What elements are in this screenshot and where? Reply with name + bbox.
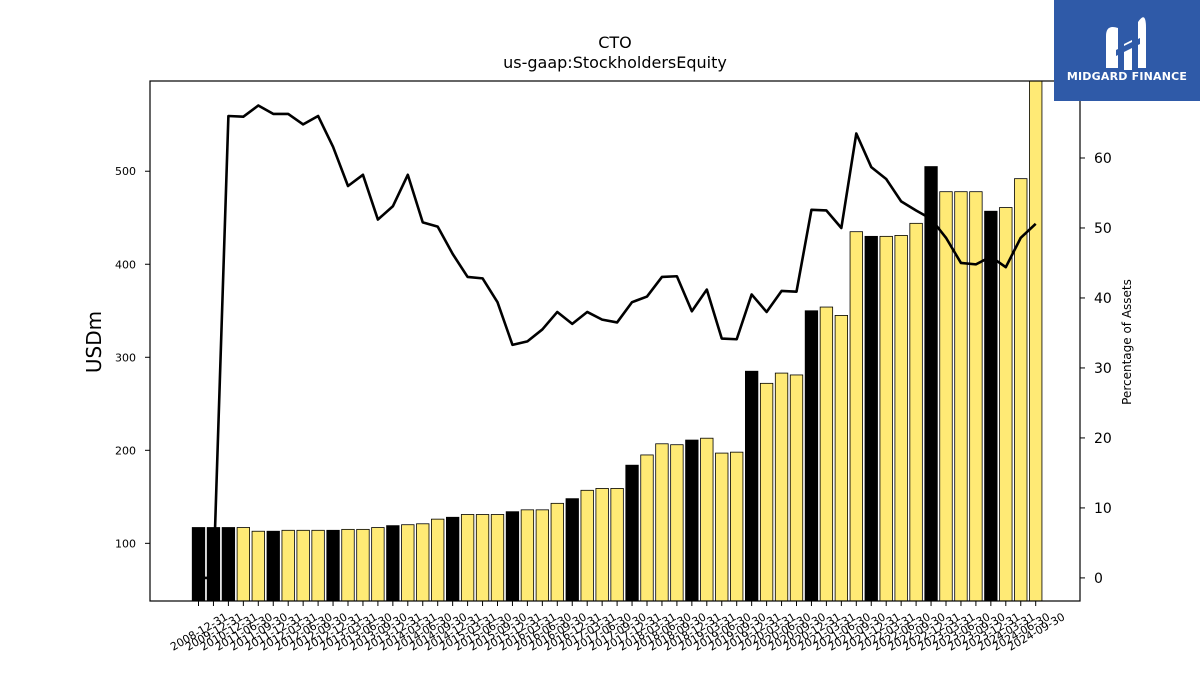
bar-2017-09-30 <box>610 488 624 602</box>
bar-2022-03-31 <box>879 235 893 602</box>
bar-2016-12-31 <box>565 498 579 602</box>
line-percentage-of-assets <box>198 104 1037 580</box>
bar-2019-12-31 <box>745 370 759 602</box>
bar-2012-06-30 <box>296 529 310 602</box>
bar-2011-06-30 <box>236 527 251 602</box>
bar-2008-12-31 <box>191 527 206 602</box>
bar-2021-12-31 <box>864 235 878 602</box>
bar-2024-09-30 <box>1029 80 1043 602</box>
bar-2020-12-31 <box>804 310 819 602</box>
bar-2023-12-31 <box>984 210 998 602</box>
bar-2024-06-30 <box>1014 178 1028 602</box>
line-group <box>198 104 1037 580</box>
bar-2018-09-30 <box>670 444 684 602</box>
y2-axis: 0 10 20 30 40 50 60 <box>1080 151 1112 587</box>
bar-2010-12-31 <box>221 527 236 602</box>
bar-2017-03-31 <box>580 489 594 602</box>
bar-2014-06-30 <box>416 523 430 602</box>
x-axis: 2008-12-312009-12-312010-12-312011-06-30… <box>168 601 1067 654</box>
y-tick-label: 200 <box>115 444 136 457</box>
y2-tick-label: 20 <box>1094 431 1112 447</box>
bar-2013-12-31 <box>386 525 400 602</box>
bar-2012-03-31 <box>281 529 295 602</box>
bar-2022-12-31 <box>924 166 938 602</box>
bar-2021-06-30 <box>834 315 848 602</box>
bar-2019-03-31 <box>700 437 714 602</box>
bar-2019-06-30 <box>715 452 729 602</box>
bar-2015-06-30 <box>475 514 490 602</box>
chart-subtitle: us-gaap:StockholdersEquity <box>503 53 727 72</box>
logo-text: MIDGARD FINANCE <box>1066 70 1188 83</box>
y2-tick-label: 50 <box>1094 221 1112 237</box>
bar-2014-09-30 <box>431 518 445 602</box>
plot-frame <box>149 80 1081 602</box>
bar-2015-12-31 <box>505 511 520 602</box>
bar-2022-06-30 <box>894 235 908 602</box>
midgard-logo-icon <box>1106 17 1146 70</box>
bar-2021-03-31 <box>819 306 834 602</box>
bar-2019-09-30 <box>730 451 744 602</box>
y2-tick-label: 10 <box>1094 501 1112 517</box>
bar-2018-06-30 <box>655 443 669 602</box>
y-tick-label: 400 <box>115 258 136 271</box>
bar-2011-09-30 <box>251 530 265 602</box>
y-tick-label: 300 <box>115 351 136 364</box>
bar-2014-03-31 <box>401 524 415 602</box>
midgard-logo: MIDGARD FINANCE <box>1054 0 1200 101</box>
y2-axis-label: Percentage of Assets <box>1120 279 1134 405</box>
bar-2020-09-30 <box>789 374 804 602</box>
bar-2023-09-30 <box>969 191 983 602</box>
bar-2017-12-31 <box>625 464 639 602</box>
bar-2012-09-30 <box>311 529 325 602</box>
bar-2013-06-30 <box>356 528 370 602</box>
bar-2021-09-30 <box>849 231 863 602</box>
bar-2018-12-31 <box>685 439 699 602</box>
y2-tick-label: 60 <box>1094 151 1112 167</box>
y-axis: 100 200 300 400 500 <box>115 165 150 550</box>
bar-2016-09-30 <box>550 502 564 602</box>
bar-2015-03-31 <box>460 514 475 602</box>
y-tick-label: 100 <box>115 537 136 550</box>
bar-2013-03-31 <box>341 528 355 602</box>
y-axis-label: USDm <box>82 311 106 373</box>
bar-2012-12-31 <box>326 529 340 602</box>
bar-group <box>191 80 1043 602</box>
bar-2020-03-31 <box>759 382 774 602</box>
bar-2014-12-31 <box>445 516 460 602</box>
bar-2015-09-30 <box>490 514 505 602</box>
y2-tick-label: 30 <box>1094 361 1112 377</box>
y2-tick-label: 40 <box>1094 291 1112 307</box>
bar-2017-06-30 <box>595 488 609 602</box>
bar-2022-09-30 <box>909 222 923 602</box>
bar-2023-03-31 <box>939 191 953 602</box>
y2-tick-label: 0 <box>1094 571 1103 587</box>
bar-2011-12-31 <box>266 530 280 602</box>
bar-2020-06-30 <box>774 372 789 602</box>
bar-2016-06-30 <box>535 509 549 602</box>
bar-2018-03-31 <box>640 454 654 602</box>
bar-2013-09-30 <box>371 527 385 602</box>
y-tick-label: 500 <box>115 165 136 178</box>
chart-title: CTO <box>598 33 632 52</box>
bar-2016-03-31 <box>520 509 535 602</box>
